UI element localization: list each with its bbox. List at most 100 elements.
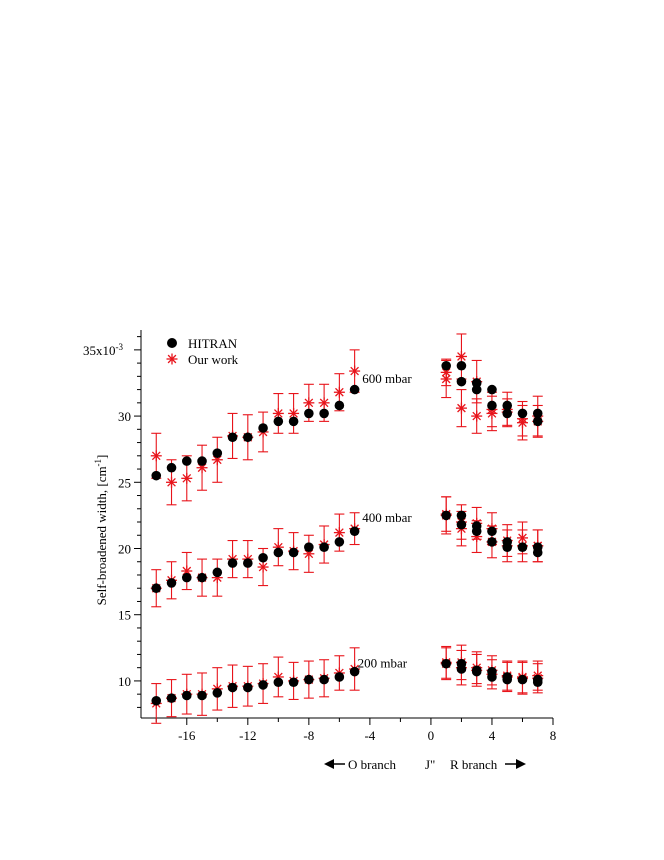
series-our-work [150,333,544,724]
data-point-hitran [532,547,543,558]
data-point-hitran [456,519,467,530]
data-point-hitran [243,558,253,568]
data-point-hitran [166,578,177,588]
data-point-hitran [151,695,162,706]
data-point-hitran [273,416,284,427]
data-point-hitran [166,462,177,473]
data-point-hitran [181,572,192,583]
data-point-hitran [227,558,238,568]
data-point-our-work [303,397,315,409]
x-tick-label: -4 [364,728,375,743]
x-axis-label: J" [425,757,435,772]
x-tick-label: 8 [550,728,557,743]
legend-marker-hitran [167,338,177,348]
data-point-hitran [288,677,299,688]
data-point-hitran [441,658,451,669]
legend-star-glyph [166,353,178,365]
data-point-hitran [212,688,223,698]
data-point-our-work [181,472,193,484]
y-axis-label: Self-broadened width, [cm-1] [93,455,109,606]
legend-label-hitran: HITRAN [188,336,238,351]
y-tick-label: 10 [118,674,131,689]
data-point-hitran [181,456,192,466]
y-axis-label-sup: -1 [93,459,103,467]
data-point-hitran [532,408,543,419]
data-point-hitran [197,690,207,701]
data-point-hitran [487,537,497,547]
legend-marker-our-work [166,353,178,365]
legend: HITRAN Our work [166,336,239,367]
data-point-hitran [456,360,467,371]
pressure-label: 600 mbar [362,371,412,386]
y-axis-label-end: ] [94,455,109,459]
data-point-hitran [227,682,238,693]
pressure-label: 400 mbar [362,510,412,525]
data-point-hitran [441,360,451,371]
data-point-hitran [334,400,345,411]
data-point-hitran [441,510,451,521]
axes: -16 -12 -8 -4 0 4 8 10 15 20 25 30 35x10-3 [83,330,556,743]
data-point-hitran [181,690,192,701]
data-point-hitran [319,674,329,685]
data-point-hitran [243,432,253,443]
data-point-hitran [197,572,207,583]
annotations: 600 mbar 400 mbar 200 mbar [358,371,413,671]
data-point-our-work [257,561,269,573]
data-point-our-work [333,386,345,398]
data-point-hitran [227,432,238,443]
data-point-hitran [517,542,528,552]
r-branch-label: R branch [450,757,498,772]
data-point-hitran [456,376,467,387]
y-tick-label: 15 [118,608,131,623]
data-point-hitran [487,384,497,395]
data-point-hitran [197,456,207,466]
data-point-hitran [471,378,482,388]
data-point-hitran [258,423,268,433]
data-point-hitran [151,470,162,481]
r-branch-arrowhead [516,759,526,769]
data-point-our-work [455,402,467,414]
data-point-our-work [166,476,178,488]
data-point-hitran [487,672,497,682]
o-branch-label: O branch [348,757,397,772]
series-hitran [151,360,543,706]
data-point-hitran [258,680,268,690]
data-point-hitran [517,408,528,419]
data-point-our-work [150,450,162,462]
x-tick-label: 0 [428,728,435,743]
data-point-hitran [151,583,162,594]
data-point-hitran [502,674,513,685]
data-point-our-work [455,350,467,362]
data-point-our-work [272,407,284,419]
x-tick-label: 4 [489,728,496,743]
branch-legend: O branch J" R branch [324,757,526,772]
data-point-hitran [456,510,467,521]
data-point-hitran [349,384,360,395]
y-tick-label: 30 [118,409,131,424]
y-axis-label-main: Self-broadened width, [cm [94,466,109,605]
data-point-hitran [502,408,513,419]
y-tick-label: 35x10-3 [83,342,123,358]
x-tick-label: -16 [178,728,196,743]
o-branch-arrowhead [324,759,334,769]
data-point-hitran [487,400,497,411]
data-point-our-work [333,527,345,539]
data-point-hitran [471,384,482,395]
data-point-hitran [349,666,360,677]
data-point-hitran [304,674,314,685]
data-point-hitran [304,542,314,552]
data-point-hitran [502,400,513,411]
data-point-our-work [516,417,528,429]
data-point-hitran [532,416,543,427]
data-point-hitran [243,682,253,693]
data-point-our-work [471,410,483,422]
y-tick-label: 25 [118,475,131,490]
data-point-hitran [334,672,345,682]
data-point-hitran [319,542,329,552]
data-point-hitran [471,526,482,537]
y-scale-exponent: -3 [116,342,124,352]
data-point-hitran [212,567,223,578]
data-point-hitran [532,677,543,688]
y-tick-label: 20 [118,541,131,556]
